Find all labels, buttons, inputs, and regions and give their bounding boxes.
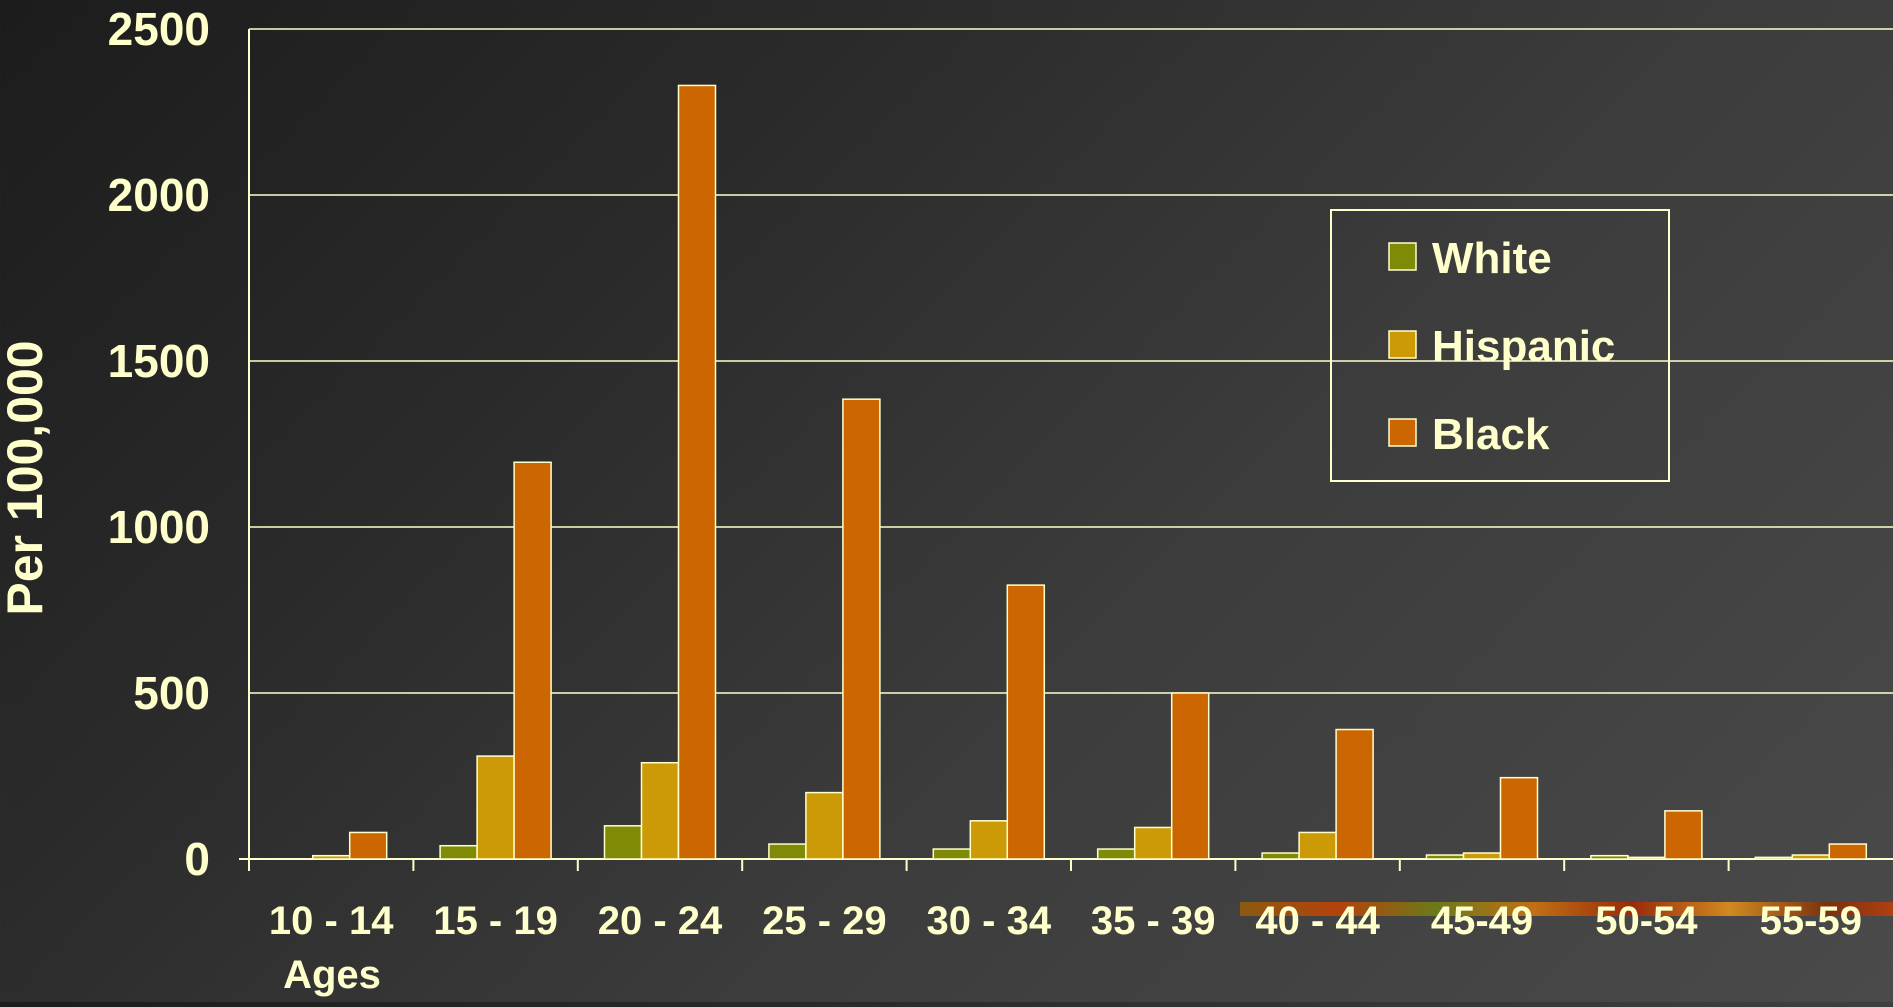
legend-swatch-white	[1388, 242, 1417, 271]
bars	[311, 84, 1868, 860]
legend-box	[1330, 209, 1670, 482]
y-tick-label: 0	[184, 833, 210, 885]
bar-white-45-49	[1425, 854, 1465, 860]
bar-hispanic-55-59	[1791, 854, 1831, 860]
y-tick-label: 1000	[108, 501, 210, 553]
bar-hispanic-40-44	[1298, 831, 1337, 860]
bar-white-50-54	[1590, 854, 1629, 860]
decorative-leaf-band	[1240, 902, 1893, 916]
gridlines	[249, 28, 1893, 694]
x-tick-label: 20 - 24	[598, 899, 723, 943]
bar-hispanic-20-24	[640, 761, 680, 860]
bar-black-15-19	[513, 461, 552, 860]
x-tick-label: 45-49	[1431, 899, 1533, 943]
y-tick-label: 2500	[108, 3, 210, 55]
bar-hispanic-25-29	[805, 791, 844, 860]
legend-label-white: White	[1432, 234, 1552, 283]
bar-white-35-39	[1096, 848, 1136, 860]
bar-hispanic-50-54	[1627, 856, 1666, 860]
legend-label-black: Black	[1432, 410, 1550, 459]
legend-swatch-black	[1388, 418, 1417, 447]
y-axis-label: Per 100,000	[0, 340, 53, 615]
bar-black-55-59	[1828, 843, 1868, 860]
bar-white-15-19	[439, 844, 478, 860]
x-tick-label: 10 - 14	[269, 899, 394, 943]
bar-white-40-44	[1261, 852, 1300, 860]
bar-hispanic-10-14	[311, 854, 351, 860]
legend-swatch-hispanic	[1388, 330, 1417, 359]
bar-black-50-54	[1664, 810, 1703, 860]
axes	[239, 29, 1893, 871]
bar-white-30-34	[932, 848, 972, 860]
x-tick-label: 55-59	[1760, 899, 1862, 943]
legend: White Hispanic Black	[1330, 209, 1670, 482]
bar-white-55-59	[1754, 856, 1794, 860]
bar-black-25-29	[842, 398, 881, 860]
bar-black-10-14	[348, 831, 388, 860]
x-tick-label: 25 - 29	[762, 899, 887, 943]
x-tick-label: 30 - 34	[927, 899, 1052, 943]
bar-black-45-49	[1499, 776, 1539, 860]
bar-hispanic-15-19	[476, 755, 515, 860]
x-tick-label: 15 - 19	[433, 899, 558, 943]
bar-black-35-39	[1170, 692, 1210, 860]
legend-label-hispanic: Hispanic	[1432, 322, 1615, 371]
bar-white-20-24	[603, 825, 643, 860]
bar-black-20-24	[677, 84, 717, 860]
x-tick-label: 40 - 44	[1255, 899, 1380, 943]
bar-black-30-34	[1006, 584, 1046, 860]
y-tick-label: 1500	[108, 335, 210, 387]
x-tick-label: 50-54	[1595, 899, 1698, 943]
bar-hispanic-45-49	[1462, 852, 1502, 860]
x-tick-label: 35 - 39	[1091, 899, 1216, 943]
bar-black-40-44	[1335, 728, 1374, 860]
x-axis-label: Ages	[283, 953, 381, 997]
tick-labels: 0 500 1000 1500 2000 2500 10 - 14 15 - 19 20 - 2…	[108, 3, 1862, 943]
bar-white-25-29	[768, 843, 807, 860]
y-tick-label: 2000	[108, 169, 210, 221]
bar-hispanic-35-39	[1133, 826, 1173, 860]
bar-hispanic-30-34	[969, 820, 1009, 860]
y-tick-label: 500	[133, 667, 210, 719]
